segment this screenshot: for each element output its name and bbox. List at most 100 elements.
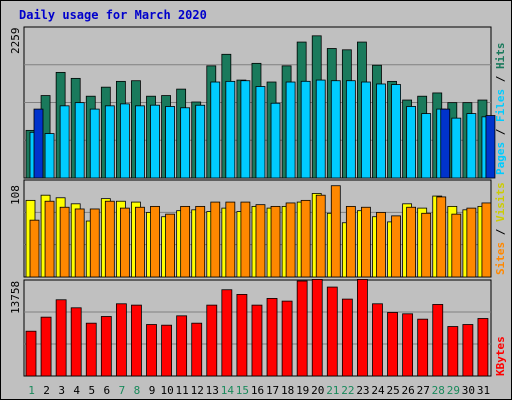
hits-bar-files	[391, 84, 401, 179]
hits-bar-files	[315, 79, 326, 179]
legend-sites: Sites	[494, 242, 507, 275]
kbytes-bar-kbytes	[251, 304, 263, 377]
x-tick-label: 4	[73, 384, 80, 397]
hits-bar-files	[165, 106, 175, 179]
kbytes-bar-kbytes	[266, 298, 278, 377]
x-tick-label: 24	[371, 384, 385, 397]
hits-bar-files	[135, 105, 145, 179]
visits-bar-sites	[59, 206, 70, 278]
kbytes-bar-kbytes	[477, 318, 489, 377]
visits-bar-sites	[391, 215, 401, 278]
visits-bar-sites	[270, 205, 281, 278]
visits-bar-sites	[180, 205, 191, 278]
visits-bar-sites	[150, 205, 160, 278]
visits-bar-sites	[406, 206, 417, 278]
hits-bar-files	[255, 86, 266, 179]
svg-text:Pages / Files / Hits: Pages / Files / Hits	[494, 43, 507, 176]
kbytes-bar-kbytes	[387, 312, 398, 377]
kbytes-bar-kbytes	[146, 324, 157, 377]
legend-sep: /	[494, 122, 507, 142]
hits-bar-files	[345, 80, 356, 179]
x-tick-label: 8	[134, 384, 141, 397]
x-tick-label: 12	[191, 384, 204, 397]
x-tick-label: 18	[281, 384, 294, 397]
x-tick-label: 26	[402, 384, 415, 397]
hits-bar-files	[59, 105, 70, 179]
hits-bar-files	[210, 81, 221, 179]
x-tick-label: 9	[149, 384, 156, 397]
visits-bar-sites	[225, 201, 236, 278]
x-tick-label: 13	[206, 384, 219, 397]
kbytes-bar-kbytes	[115, 303, 127, 377]
hits-bar-files	[285, 81, 296, 179]
visits-bar-sites	[285, 202, 296, 278]
hits-bar-files	[180, 107, 191, 179]
kbytes-bar-kbytes	[70, 307, 82, 377]
kbytes-bar-kbytes	[296, 280, 308, 377]
x-tick-label: 22	[341, 384, 354, 397]
x-tick-label: 11	[176, 384, 189, 397]
hits-bar-files	[74, 102, 85, 179]
visits-bar-sites	[165, 213, 175, 278]
visits-ymax-label: 108	[9, 185, 22, 205]
hits-bar-pages	[33, 108, 44, 179]
hits-bar-files	[451, 117, 462, 179]
kbytes-bar-kbytes	[236, 294, 248, 377]
hits-bar-files	[270, 102, 281, 179]
hits-bar-files	[44, 133, 55, 179]
visits-bar-sites	[74, 208, 85, 278]
x-tick-label: 14	[221, 384, 235, 397]
x-tick-label: 31	[477, 384, 490, 397]
hits-bar-pages	[485, 115, 496, 179]
hits-bar-files	[104, 105, 115, 179]
x-tick-label: 2	[43, 384, 50, 397]
visits-bar-sites	[451, 213, 462, 278]
x-tick-label: 6	[104, 384, 111, 397]
visits-bar-sites	[104, 200, 115, 278]
kbytes-bar-kbytes	[85, 322, 97, 377]
x-tick-label: 23	[356, 384, 369, 397]
kbytes-bar-kbytes	[372, 303, 383, 377]
kbytes-bar-kbytes	[462, 324, 474, 377]
visits-bar-sites	[361, 206, 371, 278]
hits-bar-files	[421, 113, 432, 179]
kbytes-bar-kbytes	[417, 318, 429, 377]
visits-bar-sites	[195, 205, 206, 278]
x-tick-label: 17	[266, 384, 279, 397]
kbytes-bar-kbytes	[281, 300, 293, 377]
visits-bar-sites	[421, 212, 432, 278]
x-tick-label: 20	[311, 384, 324, 397]
hits-ymax-label: 2259	[9, 28, 22, 55]
visits-bar-sites	[376, 212, 386, 278]
visits-bar-sites	[29, 219, 40, 278]
visits-bar-sites	[330, 185, 341, 278]
kbytes-bar-kbytes	[55, 299, 67, 377]
hits-bar-files	[466, 113, 477, 179]
visits-bar-sites	[481, 202, 492, 278]
legend-sep: /	[494, 69, 507, 89]
x-tick-label: 21	[326, 384, 339, 397]
x-tick-label: 27	[417, 384, 430, 397]
kbytes-bar-kbytes	[326, 286, 338, 377]
kbytes-bar-kbytes	[176, 315, 188, 377]
x-tick-label: 15	[236, 384, 249, 397]
hits-bar-pages	[440, 108, 451, 179]
kbytes-bar-kbytes	[402, 313, 414, 377]
visits-bar-sites	[345, 205, 356, 278]
x-tick-label: 28	[432, 384, 445, 397]
kbytes-bar-kbytes	[161, 324, 172, 377]
hits-bar-files	[361, 81, 371, 179]
x-tick-label: 5	[88, 384, 95, 397]
x-tick-label: 19	[296, 384, 309, 397]
hits-bar-files	[300, 80, 311, 179]
x-tick-label: 29	[447, 384, 460, 397]
x-tick-label: 25	[386, 384, 399, 397]
legend-sep: /	[494, 222, 507, 242]
x-tick-label: 1	[28, 384, 35, 397]
legend-hits: Hits	[494, 43, 507, 70]
kbytes-bar-kbytes	[311, 278, 323, 377]
visits-bar-sites	[44, 200, 55, 278]
x-tick-label: 16	[251, 384, 264, 397]
kbytes-bar-kbytes	[221, 289, 233, 377]
